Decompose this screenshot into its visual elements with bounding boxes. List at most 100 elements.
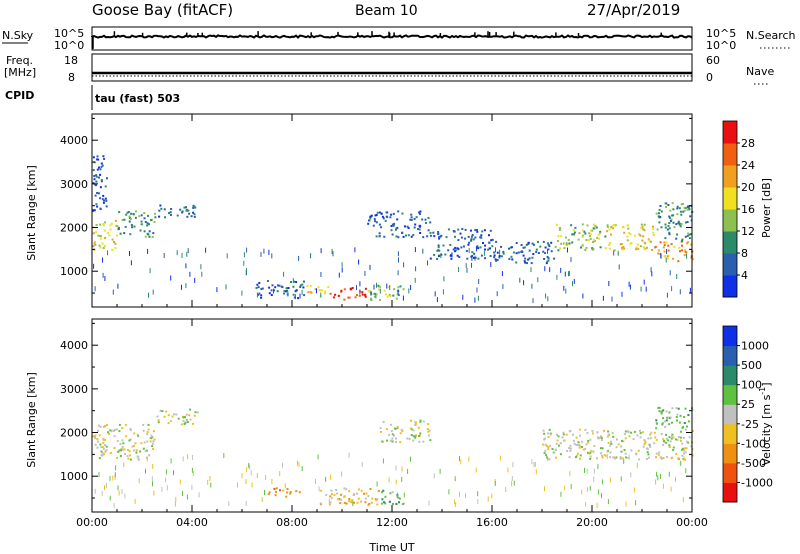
heatmap-cell bbox=[351, 287, 354, 289]
heatmap-cell bbox=[114, 246, 117, 249]
power-ylabel: Slant Range [km] bbox=[25, 165, 38, 261]
heatmap-cell bbox=[340, 289, 343, 292]
heatmap-cell bbox=[329, 501, 332, 504]
heatmap-cell bbox=[665, 410, 668, 413]
heatmap-cell bbox=[449, 254, 452, 257]
heatmap-cell bbox=[101, 454, 104, 457]
heatmap-cell bbox=[483, 229, 486, 232]
heatmap-cell bbox=[581, 446, 583, 448]
heatmap-cell bbox=[363, 492, 366, 495]
heatmap-cell bbox=[415, 421, 417, 424]
heatmap-cell bbox=[285, 495, 288, 498]
heatmap-cell bbox=[474, 236, 477, 239]
heatmap-cell bbox=[589, 451, 592, 454]
heatmap-sparse-cell bbox=[375, 293, 377, 299]
heatmap-cell bbox=[340, 498, 343, 501]
heatmap-cell bbox=[668, 227, 671, 230]
heatmap-cell bbox=[393, 434, 395, 437]
heatmap-sparse-cell bbox=[564, 485, 566, 491]
heatmap-cell bbox=[581, 440, 584, 443]
heatmap-sparse-cell bbox=[471, 255, 473, 261]
heatmap-cell bbox=[306, 285, 309, 288]
heatmap-cell bbox=[601, 447, 604, 450]
heatmap-cell bbox=[401, 232, 403, 234]
heatmap-cell bbox=[490, 239, 493, 242]
freq-panel: Freq. [MHz] 18 8 60 0 Nave bbox=[4, 53, 774, 85]
heatmap-sparse-cell bbox=[474, 297, 476, 303]
heatmap-cell bbox=[595, 226, 598, 229]
heatmap-sparse-cell bbox=[298, 255, 300, 261]
heatmap-cell bbox=[129, 217, 132, 220]
heatmap-cell bbox=[662, 409, 665, 412]
heatmap-cell bbox=[644, 242, 647, 245]
heatmap-sparse-cell bbox=[477, 491, 479, 497]
heatmap-cell bbox=[553, 451, 556, 454]
heatmap-cell bbox=[664, 226, 667, 229]
heatmap-sparse-cell bbox=[271, 478, 273, 484]
heatmap-cell bbox=[560, 242, 563, 245]
heatmap-cell bbox=[183, 206, 186, 209]
heatmap-cell bbox=[374, 220, 376, 223]
heatmap-sparse-cell bbox=[560, 267, 562, 273]
heatmap-cell bbox=[563, 247, 566, 250]
y-tick-label: 4000 bbox=[60, 134, 88, 147]
heatmap-cell bbox=[105, 449, 108, 452]
heatmap-cell bbox=[471, 234, 474, 236]
heatmap-cell bbox=[131, 226, 134, 229]
heatmap-cell bbox=[391, 437, 394, 440]
heatmap-sparse-cell bbox=[397, 270, 399, 276]
heatmap-cell bbox=[133, 444, 135, 447]
heatmap-cell bbox=[528, 257, 531, 260]
heatmap-sparse-cell bbox=[490, 262, 492, 267]
heatmap-sparse-cell bbox=[256, 473, 258, 478]
heatmap-cell bbox=[662, 438, 665, 441]
heatmap-cell bbox=[493, 251, 496, 254]
heatmap-sparse-cell bbox=[397, 251, 399, 257]
heatmap-cell bbox=[620, 450, 623, 453]
heatmap-cell bbox=[121, 439, 124, 442]
heatmap-cell bbox=[546, 242, 549, 245]
heatmap-cell bbox=[571, 233, 574, 236]
colorbar-segment bbox=[723, 326, 737, 347]
heatmap-sparse-cell bbox=[320, 292, 322, 298]
heatmap-cell bbox=[627, 431, 630, 434]
heatmap-sparse-cell bbox=[194, 277, 196, 283]
heatmap-cell bbox=[297, 297, 299, 300]
heatmap-cell bbox=[612, 224, 615, 226]
heatmap-sparse-cell bbox=[403, 262, 405, 268]
heatmap-cell bbox=[309, 284, 312, 287]
x-tick-label: 12:00 bbox=[376, 516, 408, 529]
y-tick-label: 2000 bbox=[60, 222, 88, 235]
heatmap-sparse-cell bbox=[443, 276, 445, 282]
heatmap-cell bbox=[587, 451, 589, 454]
heatmap-cell bbox=[367, 222, 370, 225]
heatmap-sparse-cell bbox=[98, 472, 100, 478]
heatmap-cell bbox=[588, 232, 591, 235]
heatmap-sparse-cell bbox=[382, 458, 384, 464]
heatmap-cell bbox=[380, 212, 383, 215]
heatmap-cell bbox=[181, 210, 184, 213]
heatmap-sparse-cell bbox=[117, 485, 119, 491]
heatmap-sparse-cell bbox=[152, 289, 154, 295]
heatmap-sparse-cell bbox=[499, 455, 501, 461]
heatmap-cell bbox=[535, 248, 538, 251]
heatmap-cell bbox=[559, 235, 562, 238]
heatmap-cell bbox=[681, 244, 683, 247]
heatmap-cell bbox=[160, 207, 163, 210]
heatmap-cell bbox=[477, 247, 480, 250]
heatmap-sparse-cell bbox=[118, 490, 120, 496]
heatmap-cell bbox=[131, 445, 134, 448]
heatmap-sparse-cell bbox=[414, 247, 416, 253]
heatmap-sparse-cell bbox=[123, 462, 125, 468]
heatmap-cell bbox=[153, 438, 156, 441]
heatmap-cell bbox=[669, 440, 672, 443]
heatmap-cell bbox=[375, 499, 378, 502]
heatmap-sparse-cell bbox=[181, 284, 182, 290]
heatmap-sparse-cell bbox=[601, 493, 602, 499]
heatmap-cell bbox=[610, 233, 612, 236]
heatmap-cell bbox=[388, 285, 391, 288]
heatmap-sparse-cell bbox=[292, 278, 294, 284]
heatmap-cell bbox=[102, 425, 105, 428]
heatmap-sparse-cell bbox=[505, 487, 507, 492]
